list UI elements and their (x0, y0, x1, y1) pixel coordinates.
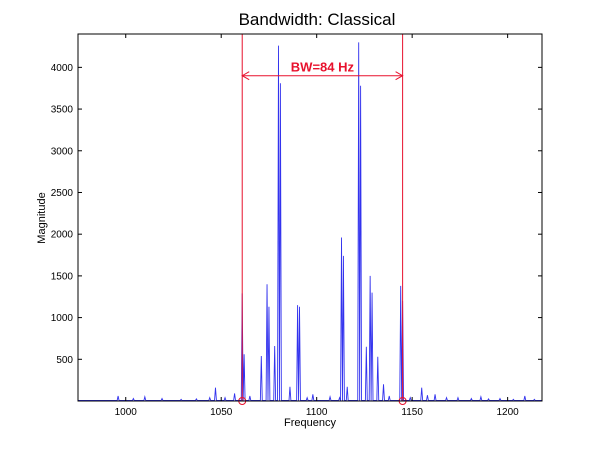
x-axis-label: Frequency (284, 417, 336, 429)
y-tick-label: 2500 (51, 188, 74, 199)
plot-frame (77, 33, 543, 402)
bandwidth-arrowhead-left (241, 71, 250, 81)
x-tick-label: 1100 (306, 407, 328, 418)
y-tick-label: 500 (56, 355, 73, 366)
x-tick-label: 1000 (115, 407, 138, 418)
x-tick-label: 1200 (497, 407, 520, 418)
ticks-layer: 1000 1050 1100 1150 1200 500 1000 1500 2000 2500 3… (51, 34, 542, 418)
y-tick-label: 4000 (51, 63, 74, 74)
y-tick-label: 1000 (51, 313, 74, 324)
x-tick-label: 1050 (210, 407, 233, 418)
y-axis-label: Magnitude (36, 192, 48, 243)
y-tick-label: 1500 (51, 271, 74, 282)
y-tick-label: 3500 (51, 105, 74, 116)
y-tick-label: 3000 (51, 146, 74, 157)
annotation-layer: BW=84 Hz (238, 34, 407, 405)
y-tick-label: 2000 (51, 230, 74, 241)
chart-title: Bandwidth: Classical (239, 10, 396, 29)
bandwidth-label: BW=84 Hz (291, 60, 355, 75)
x-tick-label: 1150 (401, 407, 423, 418)
bandwidth-arrowhead-right (395, 71, 404, 81)
